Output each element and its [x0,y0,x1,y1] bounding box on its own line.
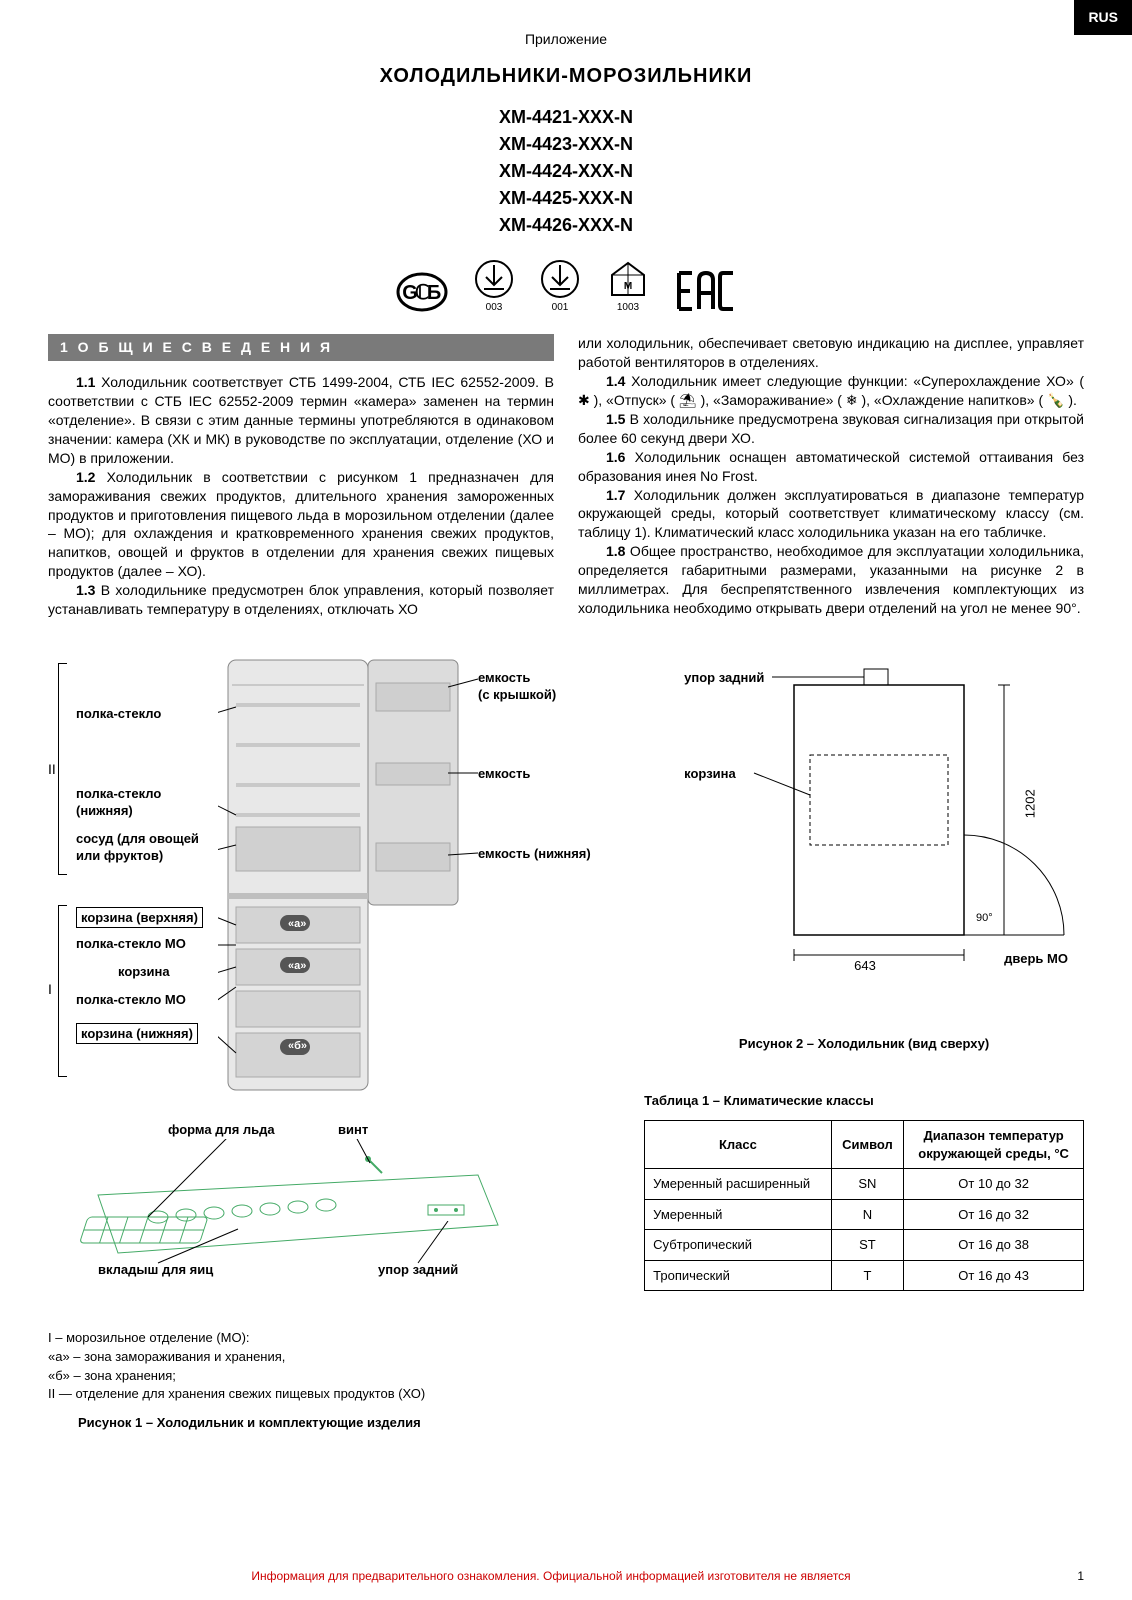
table-row: Тропический T От 16 до 43 [645,1260,1084,1291]
figure-1-accessories: форма для льда винт [48,1121,628,1321]
zone-label-a: «а» [288,917,306,932]
paragraph: 1.2 Холодильник в соответствии с рисунко… [48,468,554,581]
dimension-label: 643 [854,957,876,975]
figure-1-legend: I – морозильное отделение (МО): «а» – зо… [48,1329,628,1404]
model: ХМ-4423-XXX-N [48,131,1084,158]
legend-line: II — отделение для хранения свежих пищев… [48,1385,628,1404]
page-footer: Информация для предварительного ознакомл… [48,1568,1084,1584]
table-cell: SN [831,1169,904,1200]
legend-line: «а» – зона замораживания и хранения, [48,1348,628,1367]
cert-mark-icon: ℂ G Б [396,272,448,314]
paragraph: 1.7 Холодильник должен эксплуатироваться… [578,486,1084,543]
label-emkost-nizh: емкость (нижняя) [478,845,591,863]
table-cell: T [831,1260,904,1291]
label-korzina: корзина [118,963,170,981]
cert-code: 003 [474,301,514,315]
table-header: Класс [645,1120,831,1168]
label-vint: винт [338,1121,368,1139]
table-cell: От 16 до 38 [904,1230,1084,1261]
table-header-row: Класс Символ Диапазон температур окружаю… [645,1120,1084,1168]
label-polka-steklo-mo: полка-стекло МО [76,991,186,1009]
table-header: Диапазон температур окружающей среды, °С [904,1120,1084,1168]
svg-text:Б: Б [427,282,441,304]
figures-area: II I полка-стекло полка-стекло (нижняя) … [48,645,1084,1432]
figure-2: упор задний корзина 90° [644,645,1084,1025]
leader-lines-icon [448,665,488,885]
text-columns: 1 О Б Щ И Е С В Е Д Е Н И Я 1.1 Холодиль… [48,334,1084,618]
table-cell: От 16 до 32 [904,1199,1084,1230]
page-number: 1 [1054,1568,1084,1584]
svg-text:M: M [624,281,632,292]
cert-mark-icon: 001 [540,259,580,315]
dimension-label: 1202 [1022,789,1040,818]
model-list: ХМ-4421-XXX-N ХМ-4423-XXX-N ХМ-4424-XXX-… [48,104,1084,239]
table-cell: N [831,1199,904,1230]
roman-label: II [48,760,56,779]
model: ХМ-4426-XXX-N [48,212,1084,239]
certification-row: ℂ G Б 003 001 M 10 [48,259,1084,315]
label-korzina-verh: корзина (верхняя) [76,907,203,929]
left-column: 1 О Б Щ И Е С В Е Д Е Н И Я 1.1 Холодиль… [48,334,554,618]
table-cell: ST [831,1230,904,1261]
table-row: Субтропический ST От 16 до 38 [645,1230,1084,1261]
roman-label: I [48,980,52,999]
table-cell: Тропический [645,1260,831,1291]
paragraph: 1.1 Холодильник соответствует СТБ 1499-2… [48,373,554,467]
cert-mark-icon: M 1003 [606,259,650,315]
model: ХМ-4421-XXX-N [48,104,1084,131]
table-cell: Умеренный расширенный [645,1169,831,1200]
label-forma: форма для льда [168,1121,275,1139]
label-polka-steklo-mo: полка-стекло МО [76,935,186,953]
paragraph: 1.5 В холодильнике предусмотрена звукова… [578,410,1084,448]
svg-text:G: G [402,282,418,304]
fridge-diagram-icon [218,655,468,1095]
cert-code: 001 [540,301,580,315]
language-tab: RUS [1074,0,1132,35]
table-header: Символ [831,1120,904,1168]
cert-code: 1003 [606,301,650,315]
model: ХМ-4424-XXX-N [48,158,1084,185]
label-polka-steklo-nizh: полка-стекло (нижняя) [76,785,161,820]
table-cell: Умеренный [645,1199,831,1230]
climate-table: Класс Символ Диапазон температур окружаю… [644,1120,1084,1291]
page: RUS Приложение ХОЛОДИЛЬНИКИ-МОРОЗИЛЬНИКИ… [0,0,1132,1600]
label-polka-steklo: полка-стекло [76,705,161,723]
label-korzina-nizh: корзина (нижняя) [76,1023,198,1045]
zone-label-a: «а» [288,959,306,974]
bracket-icon [58,663,67,875]
table-row: Умеренный N От 16 до 32 [645,1199,1084,1230]
section-heading: 1 О Б Щ И Е С В Е Д Е Н И Я [48,334,554,361]
figure-1-main: II I полка-стекло полка-стекло (нижняя) … [48,645,628,1115]
leader-lines-icon [78,1221,518,1271]
model: ХМ-4425-XXX-N [48,185,1084,212]
main-title: ХОЛОДИЛЬНИКИ-МОРОЗИЛЬНИКИ [48,63,1084,90]
figure-2-caption: Рисунок 2 – Холодильник (вид сверху) [644,1035,1084,1053]
legend-line: I – морозильное отделение (МО): [48,1329,628,1348]
label-sosud: сосуд (для овощей или фруктов) [76,830,199,865]
paragraph: 1.8 Общее пространство, необходимое для … [578,542,1084,618]
svg-text:90°: 90° [976,912,993,924]
eac-mark-icon [676,270,736,314]
zone-label-b: «б» [288,1039,307,1054]
cert-mark-icon: 003 [474,259,514,315]
table-cell: От 10 до 32 [904,1169,1084,1200]
figure-1-caption: Рисунок 1 – Холодильник и комплектующие … [78,1414,628,1432]
table-cell: Субтропический [645,1230,831,1261]
paragraph: 1.6 Холодильник оснащен автоматической с… [578,448,1084,486]
figure-1: II I полка-стекло полка-стекло (нижняя) … [48,645,628,1432]
table-title: Таблица 1 – Климатические классы [644,1092,1084,1110]
figure-2-and-table: упор задний корзина 90° [644,645,1084,1432]
bracket-icon [58,905,67,1077]
right-column: или холодильник, обеспечивает световую и… [578,334,1084,618]
label-dver-mo: дверь МО [1004,950,1068,968]
paragraph: 1.4 Холодильник имеет следующие функции:… [578,372,1084,410]
label-emkost-krysh: емкость (с крышкой) [478,669,556,704]
footer-disclaimer: Информация для предварительного ознакомл… [48,1568,1054,1584]
legend-line: «б» – зона хранения; [48,1367,628,1386]
appendix-label: Приложение [48,30,1084,49]
paragraph: 1.3 В холодильнике предусмотрен блок упр… [48,581,554,619]
table-row: Умеренный расширенный SN От 10 до 32 [645,1169,1084,1200]
paragraph: или холодильник, обеспечивает световую и… [578,334,1084,372]
table-cell: От 16 до 43 [904,1260,1084,1291]
